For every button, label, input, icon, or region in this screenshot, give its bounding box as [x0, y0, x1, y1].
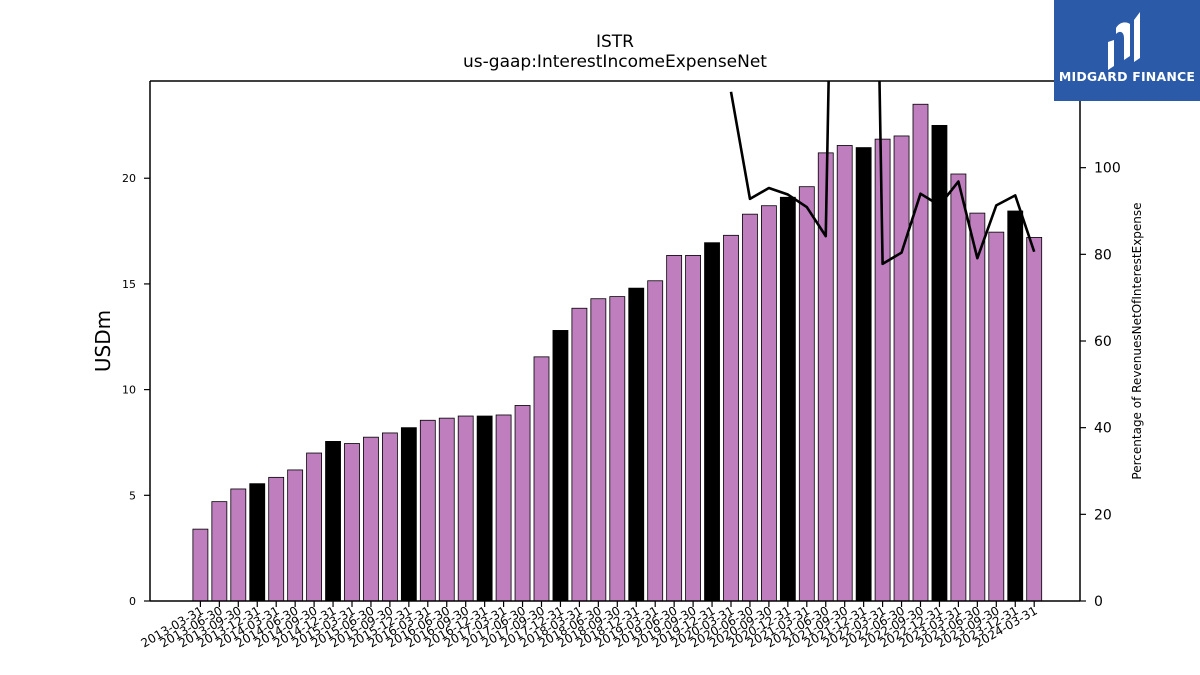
bar — [249, 483, 266, 602]
bar — [476, 415, 493, 602]
y-tick-label: 20 — [122, 172, 136, 185]
bar — [988, 231, 1005, 602]
bar — [571, 307, 588, 602]
bar — [855, 147, 872, 602]
bar — [1007, 210, 1024, 602]
bar — [419, 419, 436, 602]
bar — [363, 436, 379, 602]
logo-text: MIDGARD FINANCE — [1058, 69, 1196, 84]
bar — [742, 213, 758, 602]
bar — [893, 135, 910, 602]
chart-subtitle: us-gaap:InterestIncomeExpenseNet — [463, 52, 767, 72]
bar — [704, 242, 720, 602]
logo: MIDGARD FINANCE — [1054, 0, 1200, 101]
bar — [287, 469, 304, 602]
bar — [723, 234, 739, 602]
y2-tick-label: 40 — [1094, 421, 1112, 437]
ratio-line — [729, 81, 1036, 266]
y-tick-label: 5 — [129, 489, 136, 502]
bar — [761, 205, 777, 602]
bar — [230, 488, 247, 602]
y2-tick-label: 0 — [1094, 594, 1103, 610]
bar — [533, 356, 550, 602]
bar — [969, 212, 986, 602]
bar — [438, 417, 455, 602]
bar — [647, 280, 664, 602]
y-tick-label: 15 — [122, 278, 136, 291]
midgard-logo-icon — [1108, 12, 1140, 70]
bar — [495, 414, 512, 602]
y2-tick-label: 80 — [1094, 247, 1112, 263]
y2-tick-label: 100 — [1094, 161, 1121, 177]
bar — [798, 186, 815, 602]
y-tick-label: 10 — [122, 384, 136, 397]
bar — [609, 296, 626, 602]
bar — [912, 103, 929, 602]
bar — [590, 298, 607, 602]
bar — [628, 287, 645, 602]
bar — [400, 427, 417, 602]
bar — [325, 441, 341, 602]
y2-axis-label: Percentage of RevenuesNetOfInterestExpen… — [1130, 202, 1144, 479]
y2-tick-label: 60 — [1094, 334, 1112, 350]
bar — [666, 254, 683, 602]
bar — [192, 528, 209, 602]
bar — [779, 196, 796, 602]
bar — [268, 476, 285, 602]
y-axis-label: USDm — [91, 310, 115, 372]
bar — [457, 415, 474, 602]
bar — [685, 254, 701, 602]
bar — [306, 452, 323, 602]
bar — [381, 432, 398, 602]
y2-tick-label: 20 — [1094, 507, 1112, 523]
bar — [552, 330, 569, 602]
bar — [514, 405, 531, 602]
bar — [950, 173, 967, 602]
chart-title: ISTR — [595, 32, 634, 52]
bar — [1026, 237, 1043, 602]
bar — [836, 145, 853, 602]
y-tick-label: 0 — [129, 595, 136, 608]
bar — [344, 443, 360, 602]
bar — [211, 501, 228, 602]
